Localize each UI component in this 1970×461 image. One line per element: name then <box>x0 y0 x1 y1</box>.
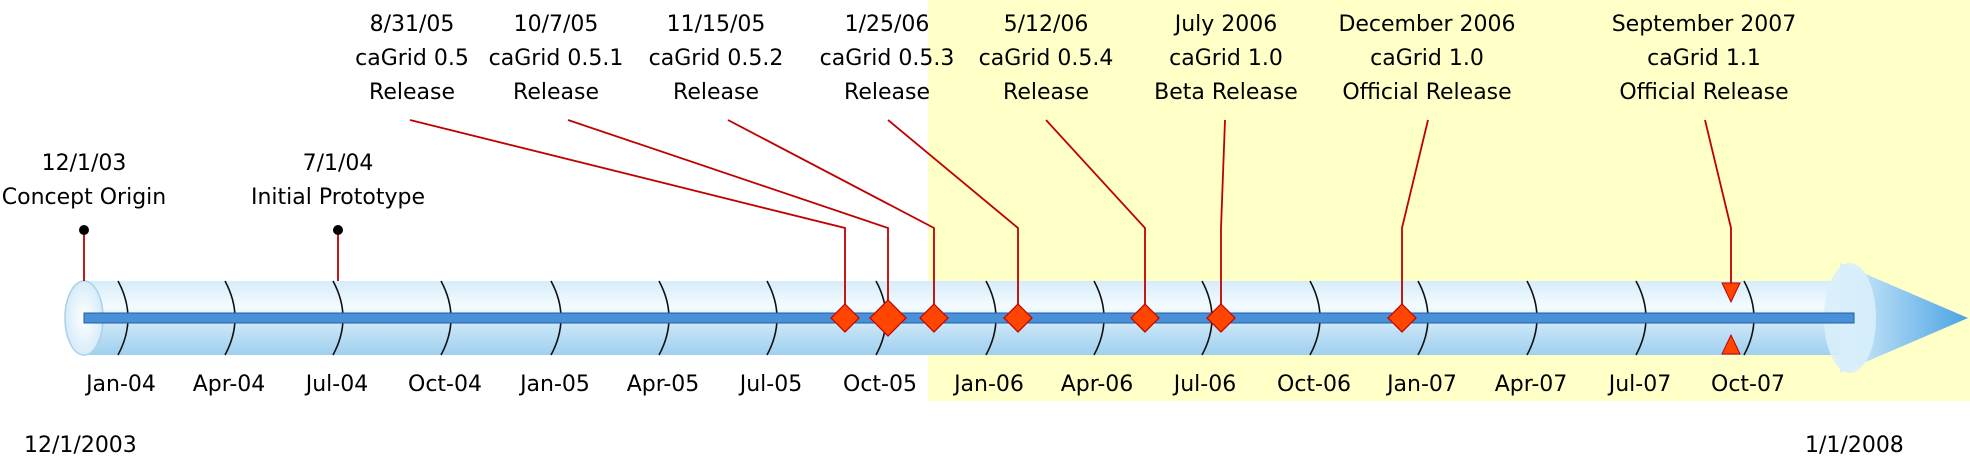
event-label-line: Release <box>844 80 930 105</box>
event-label-line: caGrid 0.5 <box>355 46 469 71</box>
axis-tick-label: Apr-07 <box>1495 372 1568 397</box>
axis-tick-label: Jul-06 <box>1172 372 1236 397</box>
event-connector <box>887 119 1019 317</box>
event-label-line: caGrid 1.0 <box>1370 46 1484 71</box>
event-markers <box>79 225 1741 355</box>
end-date-label: 1/1/2008 <box>1805 433 1904 458</box>
event-label-line: 10/7/05 <box>514 12 599 37</box>
event-connector <box>1045 119 1146 317</box>
event-connectors <box>83 119 1732 317</box>
event-diamond-marker <box>919 303 949 333</box>
axis-tick-label: Apr-06 <box>1061 372 1134 397</box>
axis-tick-label: Jul-07 <box>1607 372 1671 397</box>
event-label-line: 5/12/06 <box>1004 12 1089 37</box>
event-label-line: 1/25/06 <box>845 12 930 37</box>
event-label-line: Concept Origin <box>2 185 166 210</box>
event-diamond-marker <box>1206 303 1236 333</box>
axis-tick-label: Oct-05 <box>843 372 917 397</box>
axis-tick-label: Jul-04 <box>304 372 368 397</box>
event-triangle-marker-top <box>1721 282 1741 304</box>
event-connector <box>727 119 935 317</box>
event-label-line: caGrid 0.5.4 <box>979 46 1114 71</box>
event-label-line: Release <box>513 80 599 105</box>
axis-tick-label: Oct-06 <box>1277 372 1351 397</box>
event-connector <box>1401 119 1429 317</box>
event-connector <box>409 119 846 317</box>
event-label-line: caGrid 0.5.2 <box>649 46 784 71</box>
center-bar <box>83 312 1855 324</box>
event-label-line: 11/15/05 <box>667 12 766 37</box>
event-connector <box>1220 119 1226 317</box>
event-label-line: July 2006 <box>1173 12 1278 37</box>
event-label-line: 12/1/03 <box>42 151 127 176</box>
event-label-line: caGrid 1.1 <box>1647 46 1761 71</box>
event-label-line: December 2006 <box>1338 12 1515 37</box>
event-label-line: 8/31/05 <box>370 12 455 37</box>
event-label-line: caGrid 0.5.3 <box>820 46 955 71</box>
axis-tick-label: Jul-05 <box>738 372 802 397</box>
event-diamond-marker <box>869 299 907 337</box>
axis-tick-label: Apr-05 <box>627 372 700 397</box>
event-dot-marker <box>79 225 89 235</box>
axis-tick-label: Jan-04 <box>84 372 156 397</box>
event-label-line: caGrid 1.0 <box>1169 46 1283 71</box>
event-label-line: Official Release <box>1619 80 1788 105</box>
event-diamond-marker <box>1387 303 1417 333</box>
event-label-line: Official Release <box>1342 80 1511 105</box>
axis-tick-labels: Jan-04 Apr-04 Jul-04 Oct-04 Jan-05 Apr-05 Jul-… <box>84 372 1785 397</box>
event-diamond-marker <box>1130 303 1160 333</box>
event-label-line: caGrid 0.5.1 <box>489 46 624 71</box>
event-label-line: Release <box>369 80 455 105</box>
event-label-line: Release <box>1003 80 1089 105</box>
start-date-label: 12/1/2003 <box>24 433 137 458</box>
event-diamond-marker <box>830 303 860 333</box>
event-label-line: Release <box>673 80 759 105</box>
event-label-line: 7/1/04 <box>303 151 374 176</box>
axis-tick-label: Jan-05 <box>518 372 590 397</box>
event-label-line: September 2007 <box>1612 12 1797 37</box>
axis-tick-label: Oct-04 <box>408 372 482 397</box>
axis-tick-label: Jan-07 <box>1385 372 1457 397</box>
event-connector <box>1704 119 1732 293</box>
event-label-line: Initial Prototype <box>251 185 425 210</box>
axis-tick-label: Jan-06 <box>952 372 1024 397</box>
event-connector <box>567 119 889 317</box>
axis-tick-label: Oct-07 <box>1711 372 1785 397</box>
axis-tick-label: Apr-04 <box>193 372 266 397</box>
event-dot-marker <box>333 225 343 235</box>
event-label-line: Beta Release <box>1154 80 1298 105</box>
event-diamond-marker <box>1003 303 1033 333</box>
event-triangle-marker-bottom <box>1721 333 1741 355</box>
event-labels: 12/1/03 Concept Origin 7/1/04 Initial Proto… <box>2 12 1797 210</box>
